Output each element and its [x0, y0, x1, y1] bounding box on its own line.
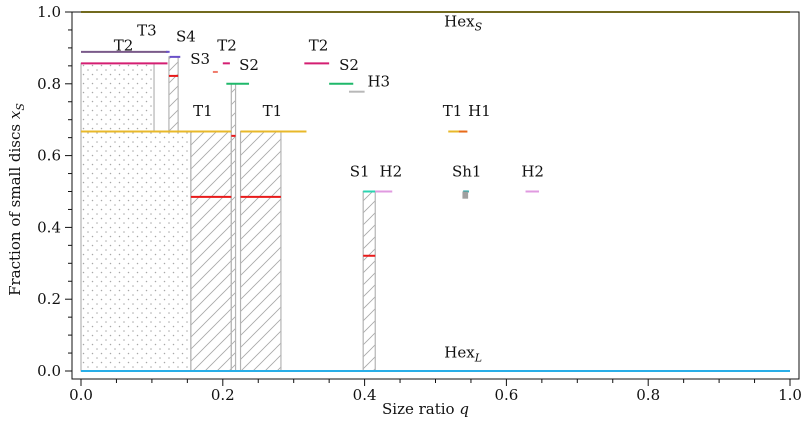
x-tick-label-2: 0.4 [353, 386, 377, 404]
phase-region-1 [80, 62, 155, 133]
phase-label-s2b: S2 [339, 56, 359, 74]
phase-region-0 [80, 130, 192, 372]
phase-regions [80, 56, 376, 372]
phase-label-t2a: T2 [114, 36, 134, 54]
phase-label-s2a: S2 [239, 56, 259, 74]
y-tick-label-3: 0.6 [37, 147, 61, 165]
phase-label-t1b: T1 [263, 102, 283, 120]
x-tick-label-4: 0.8 [636, 386, 660, 404]
x-axis-title: Size ratio q [382, 400, 469, 418]
phase-label-t2b: T2 [217, 36, 237, 54]
y-axis-title: Fraction of small discs xS [6, 103, 27, 296]
phase-label-t1c: T1 [443, 102, 463, 120]
x-tick-label-3: 0.6 [494, 386, 518, 404]
phase-label-hexl: HexL [444, 344, 482, 365]
phase-region-4 [230, 83, 237, 372]
phase-label-h2b: H2 [521, 162, 544, 180]
x-tick-label-1: 0.2 [211, 386, 235, 404]
x-axis: 0.0 0.2 0.4 0.6 0.8 1.0 [69, 379, 801, 404]
phase-label-t2c: T2 [309, 36, 329, 54]
phase-labels: HexS HexL T3 S4 T2 T2 T2 S3 S2 S2 H3 T1 T1 T1 H1 S1 H2 Sh… [114, 12, 544, 364]
Sh1-marker [462, 191, 469, 199]
phase-label-s4: S4 [176, 27, 196, 45]
phase-label-s3: S3 [190, 50, 210, 68]
y-tick-label-2: 0.4 [37, 218, 61, 236]
y-tick-label-1: 0.2 [37, 290, 61, 308]
phase-region-5 [239, 130, 282, 372]
phase-region-3 [168, 56, 179, 133]
phase-label-t3: T3 [137, 21, 157, 39]
y-tick-label-5: 1.0 [37, 3, 61, 21]
phase-label-h3: H3 [367, 73, 390, 91]
y-tick-label-4: 0.8 [37, 75, 61, 93]
phase-label-h1: H1 [468, 102, 491, 120]
phase-label-t1a: T1 [193, 102, 213, 120]
y-axis: 0.0 0.2 0.4 0.6 0.8 1.0 [37, 3, 72, 380]
x-tick-label-5: 1.0 [778, 386, 801, 404]
phase-region-6 [362, 190, 376, 372]
x-tick-label-0: 0.0 [69, 386, 93, 404]
phase-label-s1: S1 [350, 162, 370, 180]
markers [462, 191, 469, 199]
y-tick-label-0: 0.0 [37, 362, 61, 380]
coexistence-lines [168, 74, 376, 257]
phase-label-sh1: Sh1 [452, 162, 481, 180]
phase-region-2 [190, 130, 232, 372]
phase-label-h2a: H2 [380, 162, 403, 180]
phase-label-hexs: HexS [444, 12, 482, 33]
